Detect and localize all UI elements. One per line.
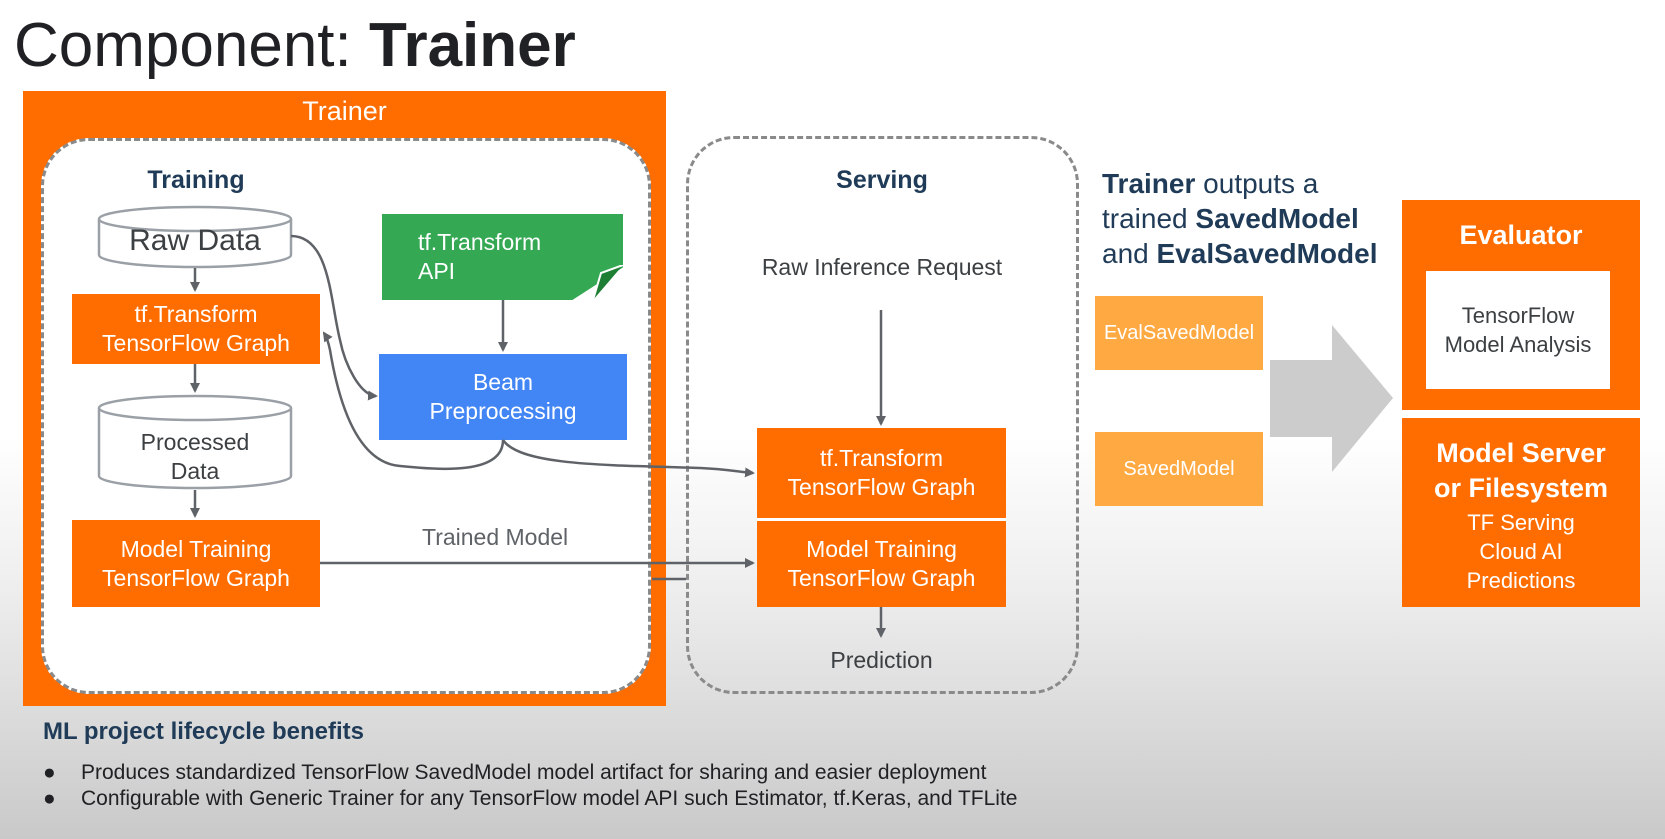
benefits-title: ML project lifecycle benefits xyxy=(43,718,364,745)
benefit-item: ● Produces standardized TensorFlow Saved… xyxy=(43,761,987,784)
tfma-box: TensorFlow Model Analysis xyxy=(1426,271,1610,389)
bullet-icon: ● xyxy=(43,761,56,784)
slide-title: Component: Trainer xyxy=(14,6,576,86)
processed-data-cylinder xyxy=(97,394,293,490)
training-tf-transform-graph: tf.Transform TensorFlow Graph xyxy=(72,294,320,364)
benefit-item: ● Configurable with Generic Trainer for … xyxy=(43,787,1018,810)
training-model-training-graph: Model Training TensorFlow Graph xyxy=(72,520,320,607)
beam-preprocessing-box: Beam Preprocessing xyxy=(379,354,627,440)
tf-transform-api-box: tf.Transform API xyxy=(382,214,623,300)
model-server-item: TF Serving xyxy=(1467,510,1575,535)
raw-inference-request-label: Raw Inference Request xyxy=(761,254,1003,280)
serving-tf-transform-graph: tf.Transform TensorFlow Graph xyxy=(757,428,1006,518)
model-server-item: Cloud AI xyxy=(1479,539,1563,564)
saved-model-artifact: SavedModel xyxy=(1095,432,1263,506)
serving-model-training-graph: Model Training TensorFlow Graph xyxy=(757,521,1006,607)
bullet-icon: ● xyxy=(43,787,56,810)
prediction-label: Prediction xyxy=(830,647,933,673)
arrow-beam-to-serving-transform xyxy=(501,439,755,478)
serving-panel xyxy=(686,136,1079,694)
processed-data-label: Processed Data xyxy=(140,429,250,484)
serving-divider xyxy=(757,518,1006,521)
raw-data-label: Raw Data xyxy=(129,224,261,257)
big-arrow-icon xyxy=(1270,325,1393,472)
evaluator-title: Evaluator xyxy=(1459,220,1583,250)
raw-data-cylinder xyxy=(97,205,293,269)
title-prefix: Component: xyxy=(14,11,369,80)
title-bold: Trainer xyxy=(369,11,576,80)
trained-model-label: Trained Model xyxy=(422,524,569,550)
model-server-title: Model Server or Filesystem xyxy=(1433,438,1609,503)
arrow-raw-to-beam xyxy=(290,234,378,401)
training-title: Training xyxy=(147,166,245,194)
serving-title: Serving xyxy=(836,166,928,194)
eval-saved-model-artifact: EvalSavedModel xyxy=(1095,296,1263,370)
model-server-item: Predictions xyxy=(1466,568,1576,593)
model-server-items: TF Serving Cloud AI Predictions xyxy=(1402,508,1640,595)
outputs-description: Trainer outputs a trained SavedModel and… xyxy=(1102,168,1378,269)
trainer-label: Trainer xyxy=(302,96,387,126)
page-fold-icon xyxy=(593,265,623,300)
arrow-beam-to-transform-graph xyxy=(322,331,505,471)
model-server-box xyxy=(1402,418,1640,607)
